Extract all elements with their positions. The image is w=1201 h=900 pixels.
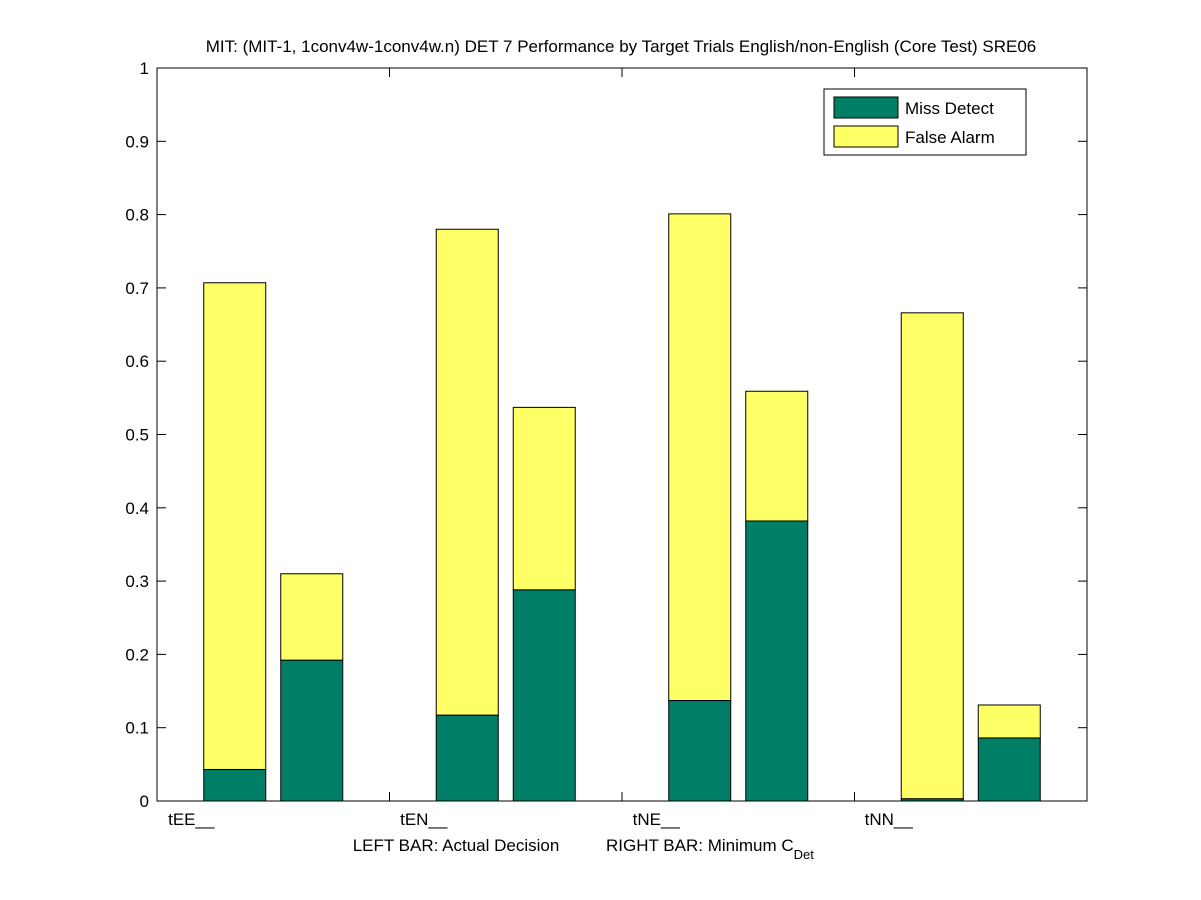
- x-tick-label: tEN__: [400, 810, 448, 829]
- x-axis-label-left: LEFT BAR: Actual Decision: [353, 836, 560, 855]
- legend-label-false-alarm: False Alarm: [905, 128, 995, 147]
- y-tick-label: 0.3: [125, 572, 149, 591]
- x-axis-label: LEFT BAR: Actual Decision RIGHT BAR: Min…: [353, 836, 815, 862]
- legend-swatch-miss-detect: [833, 96, 899, 119]
- chart-title: MIT: (MIT-1, 1conv4w-1conv4w.n) DET 7 Pe…: [206, 37, 1037, 56]
- x-axis-label-right: RIGHT BAR: Minimum CDet: [606, 836, 814, 862]
- x-tick-label: tNE__: [633, 810, 681, 829]
- y-tick-label: 0.9: [125, 132, 149, 151]
- y-tick-label: 0.8: [125, 206, 149, 225]
- bar-miss-detect: [280, 659, 344, 802]
- bar-false-alarm: [668, 213, 732, 702]
- y-tick-label: 0.5: [125, 426, 149, 445]
- bar-false-alarm: [435, 228, 499, 716]
- bar-false-alarm: [203, 282, 267, 770]
- bars: tEE__ tEN__ tNE__ tNN__: [168, 213, 1041, 829]
- x-axis-label-right-main: RIGHT BAR: Minimum C: [606, 836, 794, 855]
- y-tick-label: 0.2: [125, 645, 149, 664]
- axes: 0 0.1 0.2 0.3 0.4 0.5 0.6 0.7 0.8 0.9 1: [125, 59, 1088, 811]
- x-tick-label: tEE__: [168, 810, 215, 829]
- y-tick-label: 0: [140, 792, 149, 811]
- bar-false-alarm: [280, 573, 344, 661]
- bar-miss-detect: [203, 768, 267, 802]
- y-tick-label: 1: [140, 59, 149, 78]
- bar-false-alarm: [745, 390, 809, 522]
- x-axis-label-right-sub: Det: [794, 847, 815, 862]
- bar-miss-detect: [745, 520, 809, 802]
- bar-miss-detect: [435, 714, 499, 802]
- bar-false-alarm: [512, 406, 576, 591]
- x-tick-label: tNN__: [865, 810, 914, 829]
- bar-miss-detect: [668, 700, 732, 802]
- y-tick-label: 0.4: [125, 499, 149, 518]
- legend-label-miss-detect: Miss Detect: [905, 99, 994, 118]
- legend-swatch-false-alarm: [833, 125, 899, 148]
- bar-false-alarm: [977, 704, 1041, 739]
- y-tick-label: 0.6: [125, 352, 149, 371]
- bar-miss-detect: [977, 737, 1041, 802]
- y-tick-label: 0.7: [125, 279, 149, 298]
- bar-miss-detect: [512, 589, 576, 802]
- bar-false-alarm: [900, 312, 964, 800]
- y-tick-label: 0.1: [125, 719, 149, 738]
- legend: Miss Detect False Alarm: [823, 88, 1027, 156]
